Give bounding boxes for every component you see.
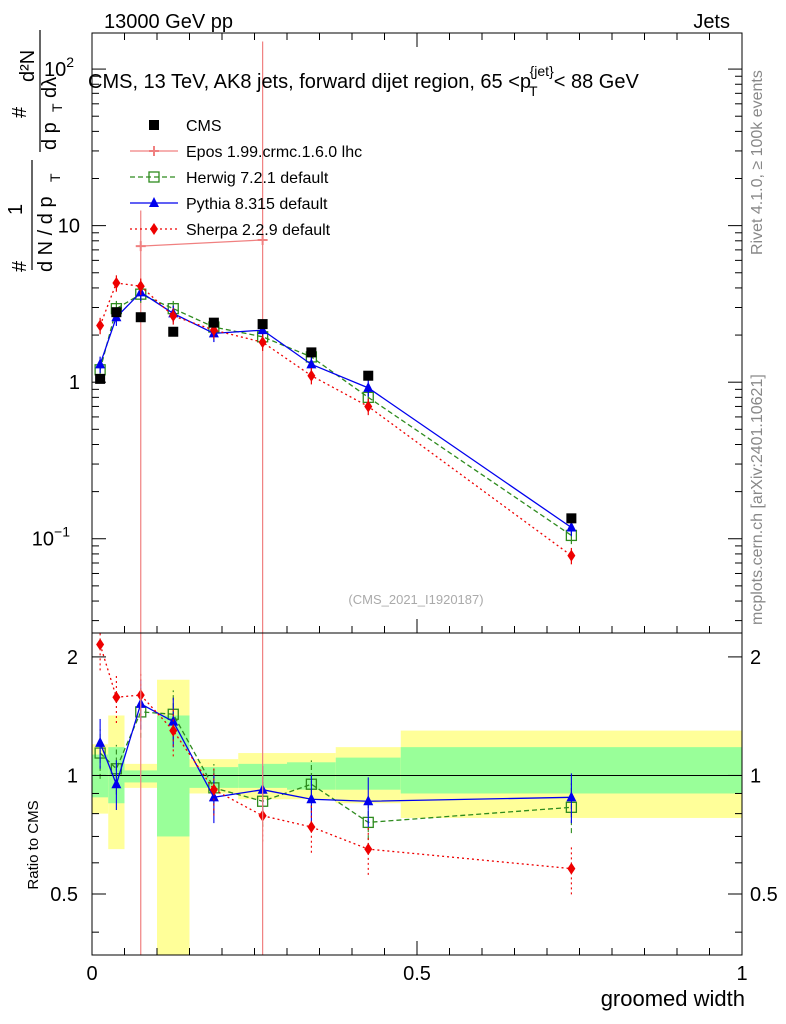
ratio-3-point-6 [307, 820, 316, 833]
cms-point-4 [208, 317, 219, 328]
cms-data-layer [95, 307, 577, 524]
legend: CMS Epos 1.99.crmc.1.6.0 lhc Herwig 7.2.… [130, 118, 362, 239]
legend-marker-3 [150, 223, 158, 235]
header-left: 13000 GeV pp [104, 11, 233, 33]
series-3-point-3 [169, 309, 178, 322]
rtick-label-right-0: 0.5 [750, 884, 778, 906]
series-line-3 [99, 282, 572, 557]
ylabel-t-2: T [49, 103, 65, 112]
header-right: Jets [693, 11, 730, 33]
legend-label-cms: CMS [186, 118, 222, 135]
legend-marker-2 [149, 197, 159, 207]
series-0-point-0 [135, 241, 146, 252]
series-3-point-2 [136, 280, 145, 293]
series-line-0 [140, 239, 263, 247]
legend-marker-0 [149, 146, 159, 156]
chart-title-main: CMS, 13 TeV, AK8 jets, forward dijet reg… [88, 71, 531, 93]
series-3-point-6 [307, 369, 316, 382]
ratio-2-point-0 [95, 736, 106, 747]
cms-point-0 [95, 373, 106, 384]
ratio-3-point-4 [209, 783, 218, 796]
cms-point-8 [566, 513, 577, 524]
ylabel-dlambda: dλ [39, 77, 61, 98]
chart-title-end: < 88 GeV [554, 71, 640, 93]
series-0-point-1 [257, 234, 268, 245]
ylabel-t: T [47, 173, 63, 182]
ratio-y-axis-label: Ratio to CMS [25, 800, 42, 889]
rtick-label-left-2: 2 [67, 647, 78, 669]
ylabel-hash: # [9, 260, 31, 272]
ytick-label-0: 10−1 [32, 524, 70, 551]
legend-label-herwig: Herwig 7.2.1 default [186, 170, 329, 187]
ylabel-d2n: d²N [17, 50, 39, 82]
cms-point-3 [168, 326, 179, 337]
series-2-point-7 [363, 381, 374, 392]
series-2-point-0 [95, 358, 106, 369]
ratio-3-point-0 [96, 638, 105, 651]
ylabel-hash-2: # [9, 106, 31, 118]
series-layer [94, 41, 578, 955]
axes-layer: 10−1 1 10 102 0 0.5 1 0.5 0.5 1 1 2 2 [32, 33, 778, 985]
xtick-label-0: 0 [86, 963, 97, 985]
series-3-point-7 [364, 400, 373, 413]
ratio-2-point-7 [363, 795, 374, 806]
legend-label-epos: Epos 1.99.crmc.1.6.0 lhc [186, 144, 362, 161]
ylabel-dn: d N / d p [35, 196, 57, 272]
cms-point-6 [306, 347, 317, 358]
legend-marker-cms [149, 120, 159, 130]
mcplots-source-label: mcplots.cern.ch [arXiv:2401.10621] [749, 374, 766, 625]
ratio-2-point-1 [111, 778, 122, 789]
series-2-point-5 [257, 324, 268, 335]
chart-title: CMS, 13 TeV, AK8 jets, forward dijet reg… [88, 63, 639, 99]
ytick-label-3: 102 [44, 54, 74, 81]
ratio-3-point-8 [567, 862, 576, 875]
mc-uncertainty-bands [92, 679, 742, 955]
ratio-3-point-1 [112, 691, 121, 704]
rtick-label-right-2: 2 [750, 647, 761, 669]
ratio-2-point-6 [306, 793, 317, 804]
rtick-label-left-0: 0.5 [50, 884, 78, 906]
ytick-label-2: 10 [58, 216, 80, 238]
xtick-label-2: 1 [736, 963, 747, 985]
legend-marker-1 [148, 171, 160, 183]
ytick-label-1: 1 [69, 372, 80, 394]
series-3-point-1 [112, 277, 121, 290]
rivet-version-label: Rivet 4.1.0, ≥ 100k events [749, 70, 766, 255]
ratio-2-point-4 [208, 791, 219, 802]
cms-point-7 [363, 370, 374, 381]
ylabel-one: 1 [5, 204, 27, 215]
chart-title-sup: {jet} [530, 63, 554, 79]
xtick-label-1: 0.5 [403, 963, 431, 985]
rtick-label-right-1: 1 [750, 765, 761, 787]
ylabel-dp: d p [39, 122, 61, 150]
y-axis-label: # 1 d N / d p T # d²N d p T dλ [5, 30, 65, 272]
x-axis-label: groomed width [601, 986, 745, 1011]
ratio-3-point-7 [364, 843, 373, 856]
series-2-point-6 [306, 358, 317, 369]
legend-label-pythia: Pythia 8.315 default [186, 196, 328, 213]
legend-label-sherpa: Sherpa 2.2.9 default [186, 222, 331, 239]
ratio-2-point-8 [566, 791, 577, 802]
rtick-label-left-1: 1 [67, 765, 78, 787]
chart-title-sub: T [529, 83, 538, 99]
ratio-3-point-3 [169, 724, 178, 737]
series-3-point-0 [96, 319, 105, 332]
series-3-point-5 [258, 336, 267, 349]
cms-point-5 [257, 319, 268, 330]
series-2-point-8 [566, 521, 577, 532]
analysis-id-label: (CMS_2021_I1920187) [348, 592, 483, 607]
series-3-point-8 [567, 549, 576, 562]
ratio-line-3 [99, 644, 572, 870]
cms-point-1 [111, 307, 122, 318]
cms-point-2 [135, 312, 146, 323]
